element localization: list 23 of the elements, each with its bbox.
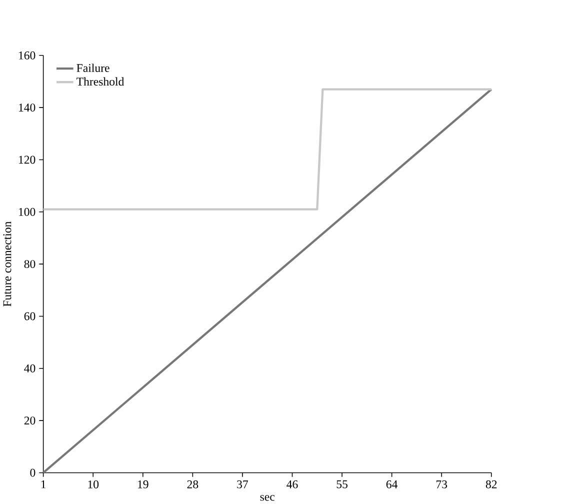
y-axis-title: Future connection: [3, 221, 12, 306]
y-tick-label: 20: [24, 416, 36, 425]
y-tick-label: 160: [18, 51, 36, 60]
y-tick-label: 40: [24, 364, 36, 372]
x-tick-label: 28: [187, 480, 198, 488]
x-tick-label: 73: [436, 480, 448, 488]
y-tick-label: 140: [18, 104, 36, 112]
x-tick-label: 10: [88, 480, 99, 488]
x-tick-label: 55: [336, 480, 348, 488]
x-tick-label: 82: [486, 480, 497, 488]
y-tick-label: 100: [18, 208, 36, 216]
x-tick-label: 19: [138, 480, 148, 488]
x-tick-label: 1: [41, 480, 46, 488]
y-tick-label: 80: [24, 260, 36, 268]
y-tick-label: 0: [30, 468, 36, 477]
legend-label: Threshold: [76, 77, 124, 86]
x-tick-label: 46: [286, 480, 298, 488]
y-tick-label: 60: [24, 312, 36, 320]
x-tick-label: 37: [237, 480, 248, 488]
x-axis-title: sec: [260, 495, 275, 501]
y-tick-label: 120: [18, 156, 36, 164]
x-tick-label: 64: [386, 480, 398, 488]
legend-label: Failure: [76, 64, 110, 72]
